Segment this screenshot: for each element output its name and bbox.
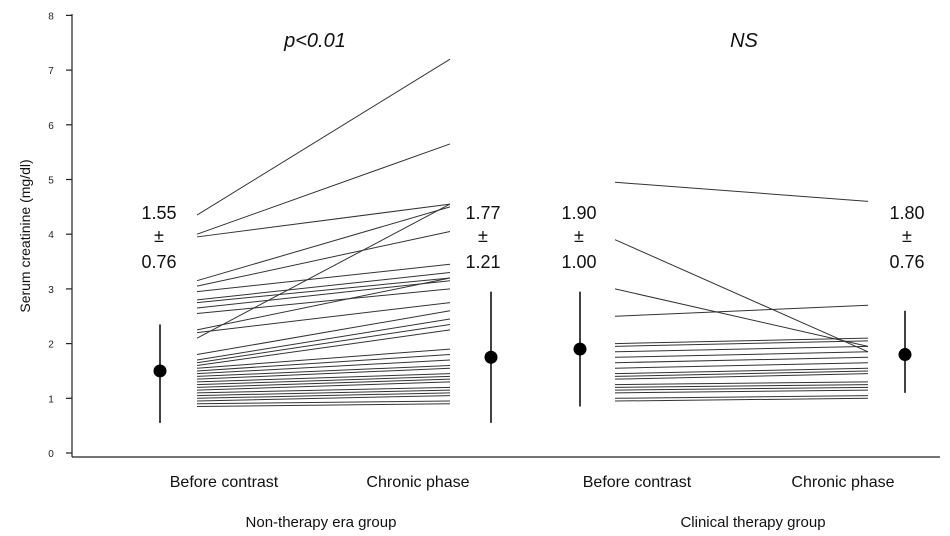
subject-line [196,348,451,369]
y-tick-label: 4 [48,230,54,241]
plus-minus-label: ± [478,226,488,246]
subject-line [196,389,451,397]
subject-line [196,58,451,216]
group-name-label: Clinical therapy group [680,514,825,531]
plus-minus-label: ± [154,226,164,246]
sd-value-label: 1.21 [465,252,500,272]
subject-line [196,277,451,304]
subject-line [614,304,869,317]
category-label: Before contrast [170,474,279,491]
subject-line [196,310,451,356]
plus-minus-label: ± [574,226,584,246]
groups: 1.55 ±0.76 1.77 ±1.21 p<0.01 Before contrast C… [141,30,924,531]
sd-value-label: 0.76 [889,252,924,272]
subject-line [196,329,451,366]
subject-line [196,403,451,408]
subject-line [614,181,869,202]
significance-label: p<0.01 [283,30,346,52]
y-tick-label: 0 [48,449,54,460]
subject-line [196,230,451,287]
y-axis-label: Serum creatinine (mg/dl) [17,159,33,312]
subject-line [196,263,451,293]
y-tick-label: 8 [48,11,54,22]
subject-line [614,356,869,364]
y-tick-label: 1 [48,394,54,405]
sd-value-label: 0.76 [141,252,176,272]
mean-marker [573,342,587,356]
subject-line [614,370,869,377]
subject-line [196,302,451,334]
subject-line [614,367,869,375]
subject-line [196,271,451,301]
subject-line [614,384,869,388]
subject-line [614,288,869,347]
subject-line [196,395,451,402]
y-tick-label: 6 [48,121,54,132]
subject-line [614,395,869,399]
subject-line [196,381,451,391]
mean-marker [898,348,912,362]
subject-line [196,143,451,235]
subject-line [196,203,451,238]
subject-line [614,345,869,353]
subject-line [196,354,451,372]
subject-line [196,206,451,282]
subject-line [196,392,451,399]
subject-line [196,367,451,380]
subject-line [196,386,451,394]
group-clinical-therapy: 1.90 ±1.00 1.80 ±0.76 NS Before contrast Chron… [561,30,924,531]
plus-minus-label: ± [902,226,912,246]
subject-line [196,378,451,388]
subject-line [614,337,869,345]
subject-line [196,280,451,309]
subject-line [614,397,869,402]
subject-line [196,323,451,364]
subject-line [196,277,451,331]
category-label: Chronic phase [791,474,894,491]
subject-line [196,364,451,377]
subject-line [614,351,869,358]
subject-line [196,375,451,386]
sd-value-label: 1.00 [561,252,596,272]
subject-line [196,373,451,383]
subject-line [614,386,869,391]
subject-line [614,340,869,347]
y-tick-label: 2 [48,340,54,351]
category-label: Before contrast [583,474,692,491]
subject-line [196,203,451,339]
y-tick-label: 5 [48,176,54,187]
mean-marker [153,364,167,378]
y-tick-label: 3 [48,285,54,296]
significance-label: NS [730,30,758,52]
subject-line [196,359,451,375]
subject-line [196,288,451,315]
mean-marker [484,350,498,364]
axes [71,14,940,458]
subject-line [614,389,869,394]
category-label: Chronic phase [366,474,469,491]
subject-line [614,239,869,353]
subject-line [196,318,451,361]
mean-value-label: 1.80 [889,203,924,223]
mean-value-label: 1.77 [465,203,500,223]
mean-value-label: 1.90 [561,203,596,223]
group-non-therapy: 1.55 ±0.76 1.77 ±1.21 p<0.01 Before contrast C… [141,30,500,531]
group-name-label: Non-therapy era group [246,514,397,531]
subject-line [614,373,869,380]
subject-line [614,381,869,386]
mean-value-label: 1.55 [141,203,176,223]
y-tick-label: 7 [48,66,54,77]
subject-line [196,400,451,405]
subject-line [614,362,869,369]
y-ticks: 0 1 2 3 4 5 6 7 8 [48,11,72,460]
